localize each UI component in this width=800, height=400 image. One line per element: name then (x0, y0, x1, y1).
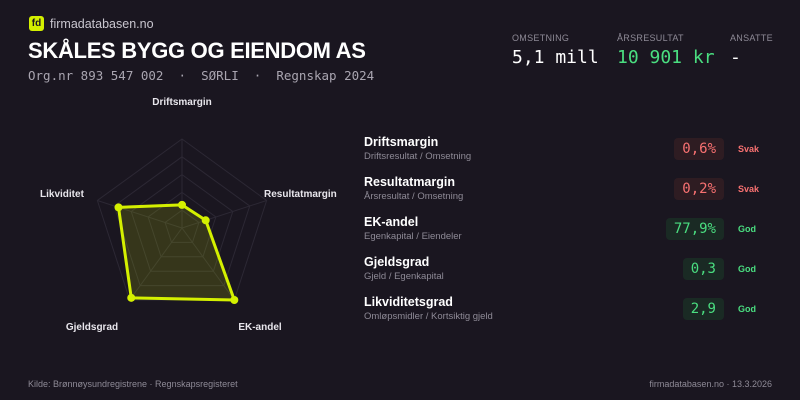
metric-formula: Årsresultat / Omsetning (364, 191, 464, 202)
metric-name: Likviditetsgrad (364, 295, 453, 309)
radar-series-area (117, 203, 236, 302)
metric-status: God (738, 264, 756, 274)
radar-chart: Driftsmargin Resultatmargin EK-andel Gjelds… (40, 97, 337, 333)
metric-row: Resultatmargin Årsresultat / Omsetning 0… (364, 175, 774, 215)
radar-grid-ring (113, 156, 251, 287)
radar-grid-ring (147, 191, 217, 258)
metric-row: Likviditetsgrad Omløpsmidler / Kortsikti… (364, 295, 774, 335)
metric-formula: Egenkapital / Eiendeler (364, 231, 462, 242)
company-subtitle: Org.nr 893 547 002 · SØRLI · Regnskap 20… (28, 68, 375, 83)
footer-site: firmadatabasen.no · 13.3.2026 (649, 379, 772, 389)
metric-value: 77,9% (665, 218, 724, 240)
radar-point (127, 293, 136, 302)
metric-value: 2,9 (682, 298, 724, 320)
metric-value: 0,3 (682, 258, 724, 280)
radar-grid-ring (164, 209, 200, 243)
brand: fd firmadatabasen.no (29, 16, 154, 31)
metric-status: Svak (738, 144, 760, 154)
radar-axis-label: Gjeldsgrad (66, 322, 118, 333)
metric-name: Gjeldsgrad (364, 255, 430, 269)
metric-row: Gjeldsgrad Gjeld / Egenkapital 0,3 God (364, 255, 774, 295)
radar-axis-label: EK-andel (238, 322, 282, 333)
radar-point (178, 200, 186, 209)
brand-name: firmadatabasen.no (50, 16, 154, 31)
radar-axis-line (181, 200, 267, 229)
footer-source: Kilde: Brønnøysundregistrene · Regnskaps… (28, 379, 238, 389)
radar-axis-line (129, 227, 183, 301)
metric-formula: Omløpsmidler / Kortsiktig gjeld (364, 311, 493, 322)
kpi-arsresultat: ÅRSRESULTAT 10 901 kr (617, 33, 715, 68)
kpi-bar: OMSETNING 5,1 mill ÅRSRESULTAT 10 901 kr A… (512, 33, 773, 68)
metric-name: Driftsmargin (364, 135, 439, 149)
radar-axis-line (181, 227, 235, 301)
metric-value: 0,6% (674, 138, 724, 160)
metric-formula: Driftsresultat / Omsetning (364, 151, 472, 162)
radar-point (201, 216, 210, 225)
radar-axis-label: Driftsmargin (152, 97, 211, 108)
metric-status: Svak (738, 184, 760, 194)
radar-axis-label: Resultatmargin (264, 189, 337, 200)
company-name: SKÅLES BYGG OG EIENDOM AS (28, 38, 366, 63)
metric-row: EK-andel Egenkapital / Eiendeler 77,9% G… (364, 215, 774, 255)
logo-icon: fd (29, 16, 44, 31)
metric-row: Driftsmargin Driftsresultat / Omsetning … (364, 135, 774, 175)
metric-status: God (738, 224, 756, 234)
metric-formula: Gjeld / Egenkapital (364, 271, 444, 282)
radar-point (230, 296, 239, 305)
metric-status: God (738, 304, 756, 314)
radar-axis-line (97, 200, 183, 229)
metric-name: Resultatmargin (364, 175, 455, 189)
kpi-omsetning: OMSETNING 5,1 mill (512, 33, 599, 68)
metric-value: 0,2% (674, 178, 724, 200)
radar-point (114, 203, 123, 212)
metric-name: EK-andel (364, 215, 419, 229)
kpi-ansatte: ANSATTE - (730, 33, 773, 68)
radar-axis-label: Likviditet (40, 189, 85, 200)
metrics-list: Driftsmargin Driftsresultat / Omsetning … (364, 135, 774, 335)
